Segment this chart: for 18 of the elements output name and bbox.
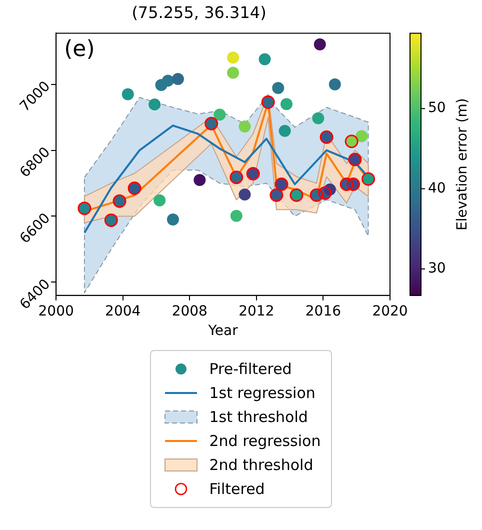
x-tick-label: 2004 (105, 303, 141, 320)
x-axis-title: Year (207, 323, 238, 340)
legend-label: 2nd regression (209, 432, 321, 450)
text: 1st threshold (209, 408, 308, 426)
legend-label: Filtered (209, 480, 265, 498)
chart-title: (75.255, 36.314) (132, 2, 266, 22)
color-bar-label: 50 (428, 100, 446, 116)
x-tick-label: 2012 (238, 303, 274, 320)
x-tick-label: 2020 (372, 303, 408, 320)
text: 2nd threshold (209, 456, 314, 474)
color-bar-title: Elevation error (m) (454, 98, 471, 230)
x-tick-label: 2016 (305, 303, 342, 320)
x-tick-label: 2008 (172, 303, 208, 320)
annotation: (e) (64, 36, 95, 62)
legend-label: Pre-filtered (209, 360, 292, 378)
legend-label: 1st regression (209, 384, 316, 402)
color-bar-label: 40 (428, 180, 446, 196)
color-bar-label: 30 (428, 260, 446, 277)
